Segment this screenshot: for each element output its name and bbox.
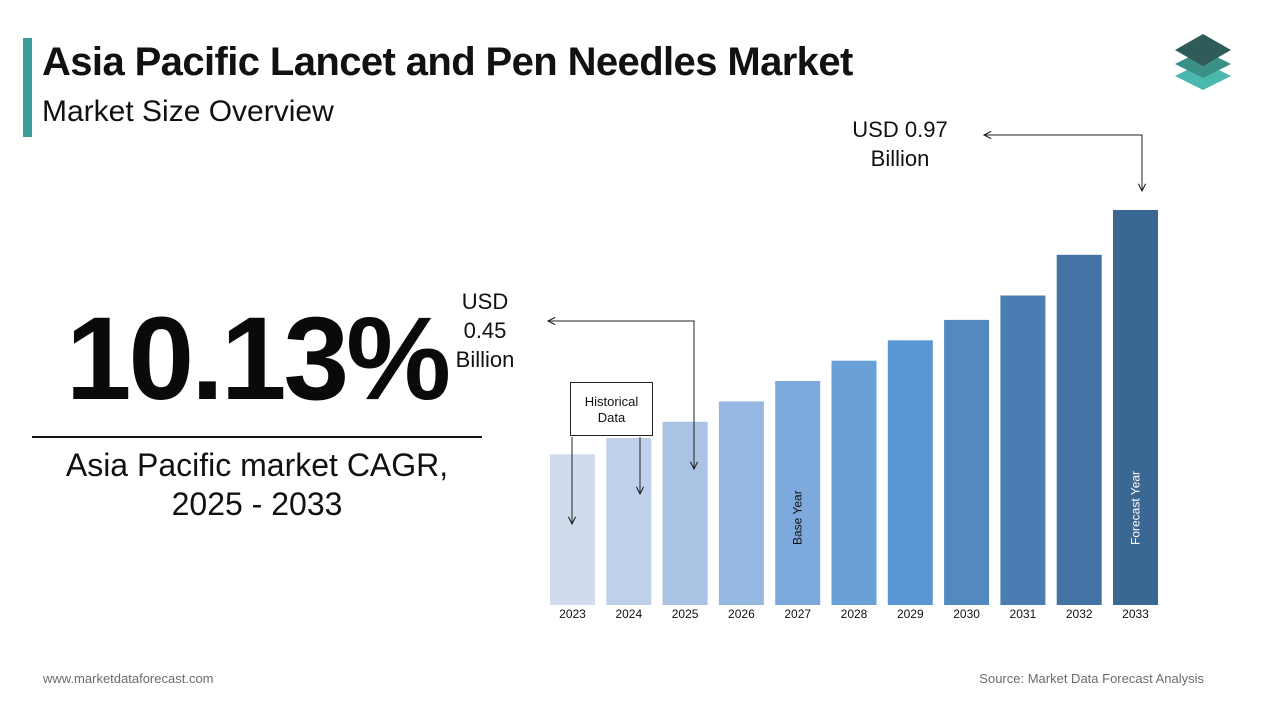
x-tick-label-2024: 2024 xyxy=(615,607,642,621)
callout-start-line1: USD xyxy=(461,289,509,314)
bar-annotation-2033: Forecast Year xyxy=(1129,471,1143,545)
x-tick-label-2029: 2029 xyxy=(897,607,924,621)
bar-2031 xyxy=(1000,295,1046,605)
bar-2033 xyxy=(1113,210,1158,605)
bar-2029 xyxy=(887,340,933,605)
page-subtitle: Market Size Overview xyxy=(42,95,334,128)
footer-source: Source: Market Data Forecast Analysis xyxy=(979,671,1204,686)
title-accent-bar xyxy=(23,38,32,137)
footer-website: www.marketdataforecast.com xyxy=(43,671,214,686)
bar-2030 xyxy=(944,319,990,605)
x-tick-label-2030: 2030 xyxy=(953,607,980,621)
x-tick-label-2025: 2025 xyxy=(672,607,699,621)
bar-2027 xyxy=(775,381,821,605)
x-tick-label-2032: 2032 xyxy=(1066,607,1093,621)
callout-start-line3: Billion xyxy=(455,347,515,372)
bar-2026 xyxy=(718,401,764,605)
x-tick-label-2027: 2027 xyxy=(784,607,811,621)
callout-start-line2: 0.45 xyxy=(463,318,507,343)
x-tick-label-2023: 2023 xyxy=(559,607,586,621)
callout-end-value: USD 0.97 Billion xyxy=(830,115,970,173)
x-tick-label-2033: 2033 xyxy=(1122,607,1149,621)
bar-annotation-2027: Base Year xyxy=(791,490,805,545)
cagr-label-line2: 2025 - 2033 xyxy=(171,486,343,522)
x-tick-label-2028: 2028 xyxy=(841,607,868,621)
cagr-label-line1: Asia Pacific market CAGR, xyxy=(65,447,449,483)
x-tick-label-2026: 2026 xyxy=(728,607,755,621)
brand-logo-icon xyxy=(1175,34,1231,90)
callout-start-value: USD 0.45 Billion xyxy=(440,287,530,374)
cagr-label: Asia Pacific market CAGR, 2025 - 2033 xyxy=(32,446,482,524)
arrow-2033-callout xyxy=(984,135,1142,191)
x-tick-label-2031: 2031 xyxy=(1010,607,1037,621)
cagr-divider xyxy=(32,436,482,438)
historical-line1: Historical xyxy=(584,394,639,409)
historical-line2: Data xyxy=(597,410,626,425)
bar-2028 xyxy=(831,360,877,605)
bar-2024 xyxy=(606,438,652,605)
callout-end-line1: USD 0.97 xyxy=(852,117,948,142)
historical-data-box: Historical Data xyxy=(570,382,653,436)
page-title: Asia Pacific Lancet and Pen Needles Mark… xyxy=(42,40,853,84)
bar-2032 xyxy=(1056,254,1102,606)
cagr-value: 10.13% xyxy=(65,293,451,425)
callout-end-line2: Billion xyxy=(870,146,930,171)
bar-2025 xyxy=(662,421,708,605)
arrow-2025-callout xyxy=(548,321,694,469)
